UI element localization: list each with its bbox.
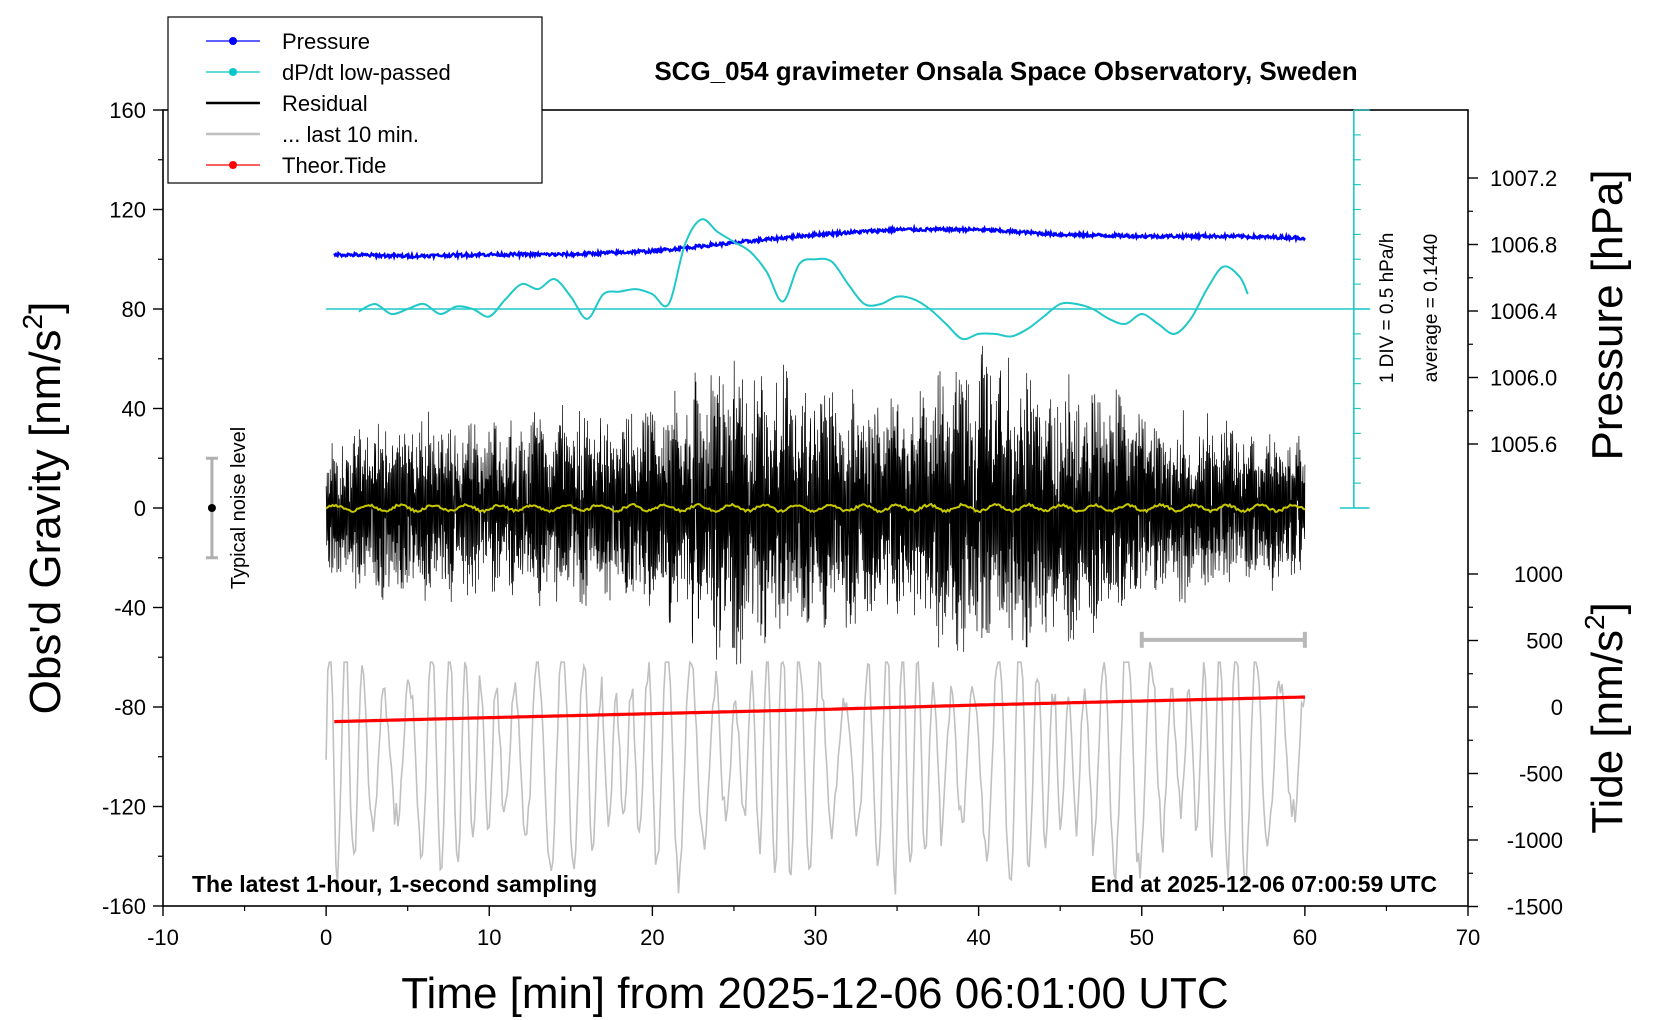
tide-line	[334, 695, 1305, 724]
y-axis-label-tide-main: Tide [nm/s	[1583, 630, 1632, 834]
residual-smoothed-series	[325, 502, 1306, 514]
y-axis-label-left-sup: 2	[17, 314, 48, 330]
y-tick-label: 40	[122, 397, 146, 422]
noise-label: Typical noise level	[228, 427, 250, 589]
x-tick-label: 70	[1456, 925, 1480, 950]
y-tick-label: -120	[102, 795, 146, 820]
x-tick-label: 40	[966, 925, 990, 950]
pressure-tick-label: 1005.6	[1490, 432, 1557, 457]
x-axis-ticks: -10 0 10 20 30 40 50 60 70	[147, 906, 1480, 950]
y-tick-label: 0	[134, 496, 146, 521]
pressure-line	[333, 223, 1306, 262]
residual-series	[325, 345, 1306, 665]
legend-swatch-marker	[229, 37, 237, 45]
y-tick-label: -160	[102, 894, 146, 919]
legend-label: Theor.Tide	[282, 153, 386, 178]
tide-tick-label: -500	[1519, 762, 1563, 787]
noise-bar-center	[207, 504, 216, 512]
y-tick-label: 120	[109, 198, 146, 223]
y-axis-label-tide: Tide [nm/s2]	[1579, 602, 1632, 834]
pressure-axis-ticks: 1007.2 1006.8 1006.4 1006.0 1005.6	[1468, 166, 1557, 457]
x-tick-label: 30	[803, 925, 827, 950]
x-axis-label: Time [min] from 2025-12-06 06:01:00 UTC	[401, 969, 1228, 1018]
x-tick-label: 60	[1293, 925, 1317, 950]
y-axis-ticks: 160 120 80 40 0 -40 -80 -120 -160	[102, 98, 163, 919]
legend-label: Pressure	[282, 29, 370, 54]
pressure-tick-label: 1007.2	[1490, 166, 1557, 191]
x-tick-label: 50	[1130, 925, 1154, 950]
x-tick-label: 20	[640, 925, 664, 950]
annotation-bottom-right: End at 2025-12-06 07:00:59 UTC	[1091, 871, 1437, 897]
legend-label: Residual	[282, 91, 368, 116]
pressure-tick-label: 1006.8	[1490, 233, 1557, 258]
pressure-tick-label: 1006.0	[1490, 366, 1557, 391]
annotation-bottom-left: The latest 1-hour, 1-second sampling	[192, 871, 597, 897]
legend-swatch-marker	[229, 68, 237, 76]
x-tick-label: -10	[147, 925, 179, 950]
div-label: 1 DIV = 0.5 hPa/h	[1377, 233, 1398, 384]
tide-axis-ticks: 1000 500 0 -500 -1000 -1500	[1468, 562, 1563, 920]
dpdt-series	[326, 218, 1371, 341]
y-tick-label: 80	[122, 297, 146, 322]
y-tick-label: 160	[109, 98, 146, 123]
y-axis-label-left: Obs'd Gravity [nm/s2]	[17, 302, 70, 715]
tide-tick-label: -1000	[1507, 828, 1563, 853]
legend-items: Pressure dP/dt low-passed Residual ... last…	[206, 29, 451, 178]
legend-label: ... last 10 min.	[282, 122, 419, 147]
y-tick-label: -40	[114, 596, 146, 621]
y-axis-label-left-close: ]	[21, 302, 70, 314]
y-axis-label-pressure: Pressure [hPa]	[1583, 169, 1632, 460]
legend-label: dP/dt low-passed	[282, 60, 451, 85]
dpdt-line	[358, 218, 1249, 341]
y-axis-label-tide-sup: 2	[1579, 614, 1610, 630]
legend-box	[167, 16, 543, 184]
theoretical-tide-series	[334, 695, 1305, 724]
last-10-min-series	[325, 660, 1306, 895]
y-tick-label: -80	[114, 695, 146, 720]
average-label: average = 0.1440	[1421, 234, 1442, 382]
dpdt-scale-bar	[1339, 109, 1370, 509]
tide-tick-label: 1000	[1514, 562, 1563, 587]
x-tick-label: 10	[477, 925, 501, 950]
legend-swatch-marker	[229, 161, 237, 169]
annotation-marks	[205, 456, 1307, 648]
last-10-min-line	[325, 660, 1306, 895]
pressure-series	[333, 223, 1306, 262]
tide-tick-label: -1500	[1507, 895, 1563, 920]
tide-tick-label: 0	[1551, 695, 1563, 720]
x-tick-label: 0	[320, 925, 332, 950]
y-axis-label-tide-close: ]	[1583, 602, 1632, 614]
y-axis-label-left-main: Obs'd Gravity [nm/s	[21, 329, 70, 714]
pressure-tick-label: 1006.4	[1490, 299, 1557, 324]
chart-title: SCG_054 gravimeter Onsala Space Observat…	[654, 56, 1357, 86]
tide-tick-label: 500	[1526, 629, 1563, 654]
residual-smoothed-line	[325, 502, 1306, 514]
residual-line	[325, 345, 1306, 665]
legend: Pressure dP/dt low-passed Residual ... last…	[167, 16, 543, 184]
